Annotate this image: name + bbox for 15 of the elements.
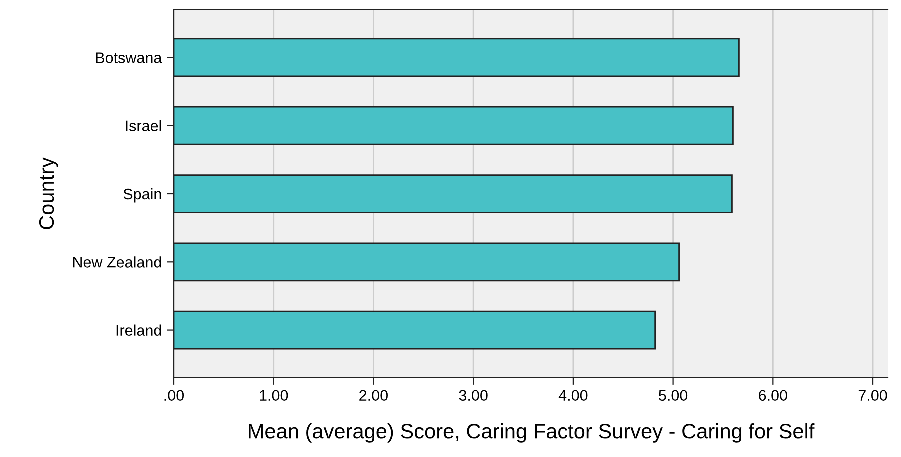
x-tick-label: 3.00 [459, 390, 488, 402]
x-tick-label: 2.00 [360, 390, 388, 402]
y-tick-label: Israel [126, 120, 162, 132]
y-tick-label: Botswana [96, 52, 162, 64]
x-tick-label: 6.00 [759, 390, 788, 402]
y-tick-label: New Zealand [73, 256, 162, 268]
y-tick-label: Spain [124, 188, 162, 203]
x-tick-label: 7.00 [858, 390, 888, 402]
x-tick-label: .00 [164, 390, 184, 402]
x-tick-label: 1.00 [260, 390, 288, 402]
x-tick-label: 4.00 [558, 390, 588, 402]
x-tick-label: 5.00 [659, 390, 688, 402]
y-tick-label: Ireland [116, 324, 162, 336]
y-axis-title: Country [39, 158, 58, 230]
x-axis-title: Mean (average) Score, Caring Factor Survey - Caring for Self [249, 423, 815, 443]
